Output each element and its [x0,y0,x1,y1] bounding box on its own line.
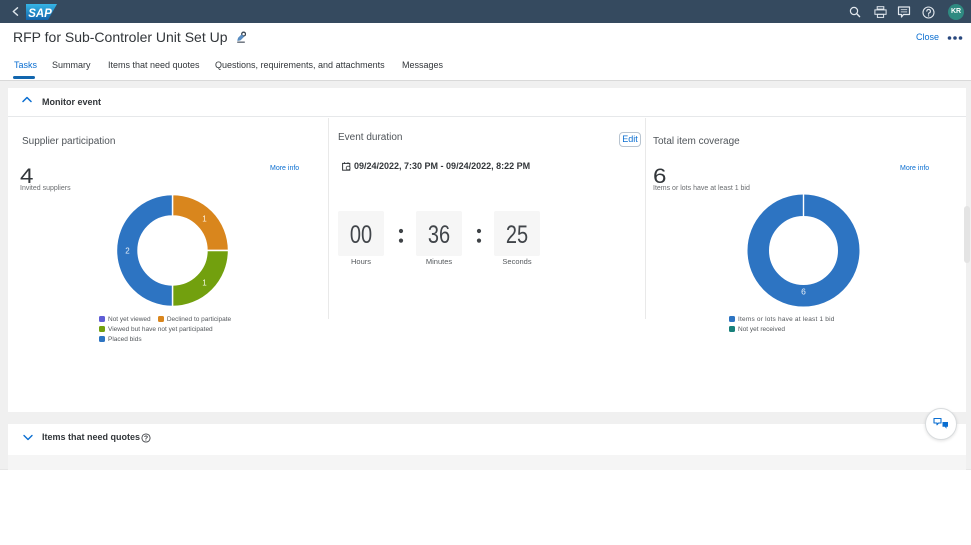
svg-text:2: 2 [125,247,130,256]
svg-text:1: 1 [202,279,207,288]
svg-text:?: ? [144,435,148,442]
svg-text:1: 1 [202,215,207,224]
svg-text:SAP: SAP [28,8,52,20]
svg-text:6: 6 [801,287,806,297]
